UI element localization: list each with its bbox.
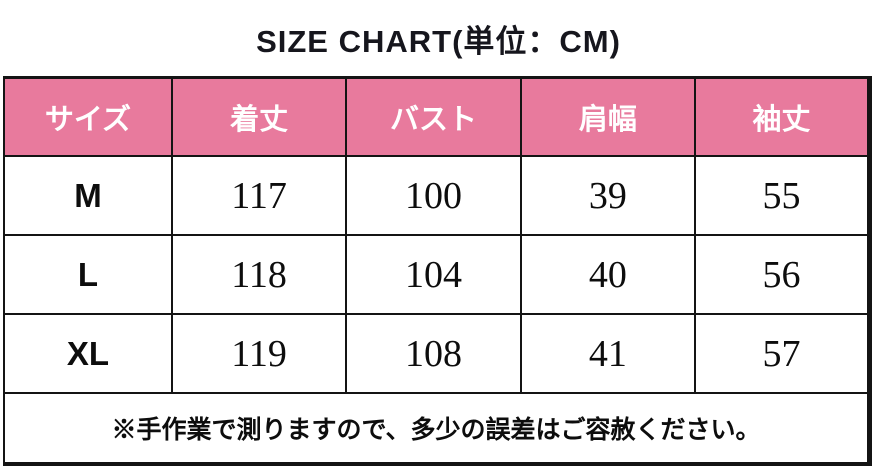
length-value: 119 [170,313,348,394]
column-header-bust: バスト [345,76,522,157]
bust-value: 100 [345,155,522,236]
size-label: L [3,234,173,315]
table-row-xl: XL 119 108 41 57 [3,313,871,394]
size-label: XL [3,313,173,394]
column-header-length: 着丈 [170,76,348,157]
shoulder-value: 41 [519,313,697,394]
footnote-row: ※手作業で測りますので、多少の誤差はご容赦ください。 [3,392,871,465]
length-value: 118 [170,234,348,315]
header-row: サイズ 着丈 バスト 肩幅 袖丈 [3,76,871,157]
length-value: 117 [170,155,348,236]
size-chart-table: サイズ 着丈 バスト 肩幅 袖丈 M 117 100 39 55 L 118 1… [3,76,872,466]
title-bar: SIZE CHART(単位：CM) [0,0,877,76]
shoulder-value: 40 [519,234,697,315]
bust-value: 108 [345,313,522,394]
table-row-l: L 118 104 40 56 [3,234,871,315]
table-row-m: M 117 100 39 55 [3,155,871,236]
footnote-text: ※手作業で測りますので、多少の誤差はご容赦ください。 [3,392,871,465]
page-title: SIZE CHART(単位：CM) [256,23,621,59]
bust-value: 104 [345,234,522,315]
size-label: M [3,155,173,236]
sleeve-value: 56 [694,234,871,315]
shoulder-value: 39 [519,155,697,236]
sleeve-value: 57 [694,313,871,394]
column-header-sleeve: 袖丈 [694,76,871,157]
sleeve-value: 55 [694,155,871,236]
column-header-size: サイズ [3,76,173,157]
column-header-shoulder: 肩幅 [519,76,697,157]
